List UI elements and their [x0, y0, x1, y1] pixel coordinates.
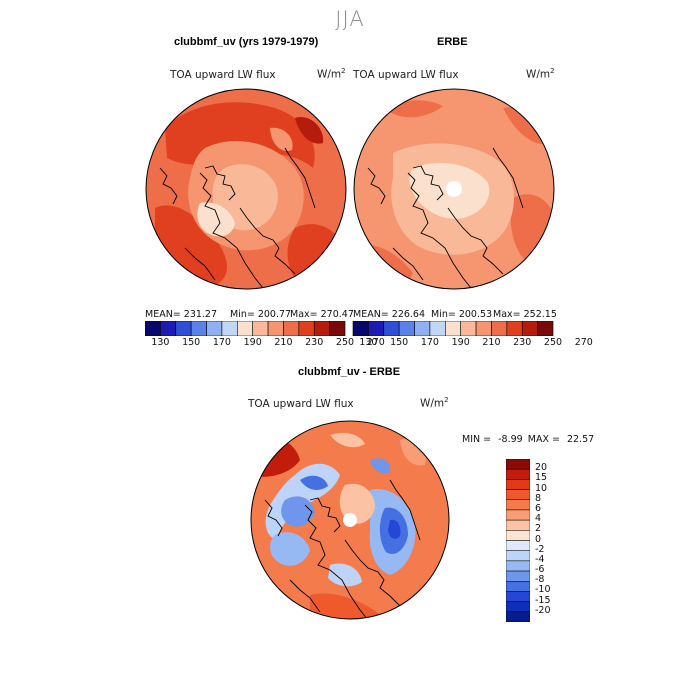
abs-colorbar-swatch: [352, 321, 369, 336]
abs-colorbar-tick: 230: [305, 337, 324, 348]
top-left-map: [145, 88, 347, 290]
abs-colorbar-tick: 190: [451, 337, 470, 348]
diff-colorbar-swatch: [506, 570, 530, 582]
abs-colorbar-swatch: [368, 321, 385, 336]
top-left-variable: TOA upward LW flux: [170, 69, 276, 81]
abs-colorbar-tick: 210: [274, 337, 293, 348]
abs-colorbar-swatch: [475, 321, 492, 336]
season-title: JJA: [335, 7, 365, 31]
abs-colorbar: [145, 321, 554, 336]
abs-colorbar-swatch: [267, 321, 284, 336]
abs-colorbar-swatch: [190, 321, 207, 336]
top-left-units: W/m2: [317, 67, 346, 81]
diff-colorbar-swatch: [506, 468, 530, 480]
top-right-mean: MEAN= 226.64: [353, 309, 426, 320]
diff-colorbar-swatch: [506, 509, 530, 521]
abs-colorbar-swatch: [206, 321, 223, 336]
abs-colorbar-tick: 150: [390, 337, 409, 348]
diff-colorbar-tick: 6: [535, 502, 542, 514]
diff-colorbar-tick: 20: [535, 462, 548, 474]
abs-colorbar-tick: 170: [420, 337, 439, 348]
diff-colorbar-swatch: [506, 459, 530, 470]
diff-colorbar-swatch: [506, 550, 530, 562]
diff-max-label: MAX =: [527, 434, 560, 445]
diff-colorbar-tick: -6: [535, 564, 545, 576]
diff-colorbar: [506, 459, 530, 622]
abs-colorbar-swatch: [221, 321, 238, 336]
diff-colorbar-swatch: [506, 489, 530, 500]
abs-colorbar-swatch: [398, 321, 415, 336]
diff-colorbar-swatch: [506, 591, 530, 602]
abs-colorbar-swatch: [313, 321, 330, 336]
diff-max-value: 22.57: [566, 434, 595, 445]
abs-colorbar-tick: 150: [182, 337, 201, 348]
abs-colorbar-tick: 170: [212, 337, 231, 348]
top-left-max: Max= 270.47: [290, 309, 354, 320]
top-left-min: Min= 200.77: [230, 309, 292, 320]
abs-colorbar-swatch: [521, 321, 538, 336]
top-left-title: clubbmf_uv (yrs 1979-1979): [174, 36, 319, 48]
diff-colorbar-swatch: [506, 611, 530, 622]
abs-colorbar-tick: 270: [366, 337, 385, 348]
diff-colorbar-tick: -4: [535, 553, 545, 565]
abs-colorbar-swatch: [298, 321, 315, 336]
diff-colorbar-tick: 15: [535, 472, 548, 484]
diff-colorbar-tick: -10: [535, 584, 551, 596]
abs-colorbar-swatch: [383, 321, 400, 336]
top-right-variable: TOA upward LW flux: [353, 69, 459, 81]
abs-colorbar-tick: 130: [151, 337, 170, 348]
abs-colorbar-swatch: [491, 321, 508, 336]
top-right-title: ERBE: [437, 36, 468, 48]
abs-colorbar-swatch: [506, 321, 523, 336]
diff-colorbar-tick: -15: [535, 594, 551, 606]
diff-colorbar-tick: -20: [535, 604, 551, 616]
abs-colorbar-swatch: [414, 321, 431, 336]
diff-colorbar-swatch: [506, 560, 530, 572]
abs-colorbar-swatch: [460, 321, 477, 336]
top-left-mean: MEAN= 231.27: [145, 309, 218, 320]
top-right-map: [353, 88, 555, 290]
diff-colorbar-swatch: [506, 530, 530, 541]
diff-colorbar-tick: 10: [535, 482, 548, 494]
top-right-min: Min= 200.53: [431, 309, 493, 320]
abs-colorbar-tick: 270: [574, 337, 593, 348]
diff-units: W/m2: [420, 396, 449, 410]
abs-colorbar-swatch: [175, 321, 192, 336]
diff-colorbar-tick: 4: [535, 513, 542, 525]
diff-variable: TOA upward LW flux: [248, 398, 354, 410]
diff-colorbar-swatch: [506, 601, 530, 613]
diff-title: clubbmf_uv - ERBE: [298, 366, 401, 378]
abs-colorbar-swatch: [537, 321, 554, 336]
diff-min-value: -8.99: [498, 434, 523, 445]
diff-colorbar-tick: -8: [535, 574, 545, 586]
abs-colorbar-tick: 230: [513, 337, 532, 348]
abs-colorbar-swatch: [283, 321, 300, 336]
abs-colorbar-tick: 250: [543, 337, 563, 348]
abs-colorbar-swatch: [237, 321, 253, 336]
abs-colorbar-tick: 250: [335, 337, 355, 348]
abs-colorbar-tick: 210: [482, 337, 501, 348]
abs-colorbar-swatch: [160, 321, 177, 336]
diff-colorbar-swatch: [506, 519, 530, 531]
diff-map: [250, 420, 450, 620]
diff-colorbar-tick: 2: [535, 523, 542, 535]
diff-colorbar-swatch: [506, 581, 530, 592]
diff-colorbar-swatch: [506, 479, 530, 490]
diff-min-max: MIN = -8.99 MAX = 22.57: [462, 434, 594, 445]
abs-colorbar-swatch: [252, 321, 269, 336]
diff-colorbar-tick: 8: [535, 492, 542, 504]
abs-colorbar-swatch: [329, 321, 346, 336]
diff-colorbar-swatch: [506, 499, 530, 511]
top-right-max: Max= 252.15: [493, 309, 557, 320]
abs-colorbar-tick: 190: [243, 337, 262, 348]
abs-colorbar-swatch: [445, 321, 461, 336]
diff-colorbar-swatch: [506, 540, 530, 551]
diff-min-label: MIN =: [462, 434, 492, 445]
top-right-units: W/m2: [526, 67, 555, 81]
abs-colorbar-swatch: [429, 321, 446, 336]
diff-colorbar-tick: 0: [535, 533, 542, 545]
abs-colorbar-swatch: [145, 321, 161, 336]
abs-colorbar-tick: 130: [359, 337, 378, 348]
diff-colorbar-tick: -2: [535, 543, 545, 555]
